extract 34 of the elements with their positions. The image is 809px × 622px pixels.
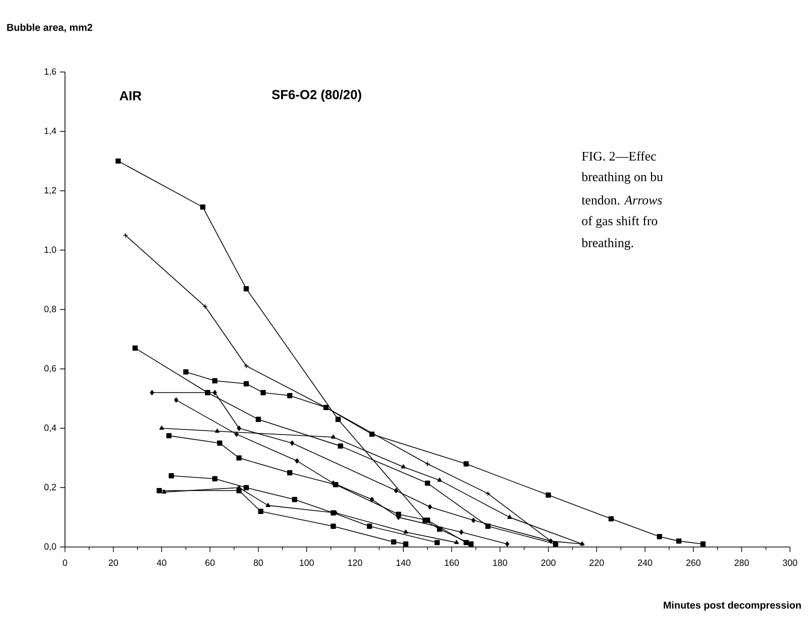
x-tick-label: 160 <box>444 560 459 566</box>
x-tick-label: 260 <box>686 560 700 566</box>
x-tick-label: 280 <box>734 560 749 566</box>
y-tick-label: 1,0 <box>44 246 56 254</box>
x-tick-label: 240 <box>638 560 652 566</box>
y-tick-label: 0,8 <box>44 306 56 314</box>
y-tick-label: 0,2 <box>44 484 56 492</box>
y-tick-label: 1,4 <box>44 128 56 136</box>
y-tick-label: 1,6 <box>44 68 56 76</box>
annotation: breathing. <box>582 238 634 250</box>
x-tick-label: 40 <box>156 560 166 566</box>
y-tick-label: 0,6 <box>44 365 56 373</box>
x-tick-label: 80 <box>254 560 263 566</box>
annotation: breathing on bu <box>582 172 663 184</box>
x-tick-label: 100 <box>300 560 314 566</box>
y-tick-label: 1,2 <box>44 187 56 194</box>
x-tick-label: 0 <box>62 560 68 566</box>
x-tick-label: 180 <box>493 560 508 566</box>
annotation: tendon. Arrows <box>582 195 662 205</box>
annotation: FIG. 2—Effec <box>582 151 656 161</box>
x-tick-label: 200 <box>541 560 556 566</box>
x-tick-label: 300 <box>782 560 798 566</box>
y-tick-label: 0,4 <box>44 424 56 432</box>
x-tick-label: 20 <box>108 560 118 566</box>
y-axis-title: Bubble area, mm2 <box>7 24 92 32</box>
y-tick-label: 0,0 <box>44 543 56 551</box>
x-tick-label: 140 <box>396 560 410 566</box>
x-tick-label: 120 <box>348 560 362 566</box>
annotation: of gas shift fro <box>582 216 658 228</box>
x-tick-label: 220 <box>590 560 604 566</box>
annotation: SF6-O2 (80/20) <box>272 90 362 102</box>
annotation: AIR <box>120 91 142 100</box>
x-axis-title: Minutes post decompression <box>664 601 801 611</box>
x-tick-label: 60 <box>205 560 215 566</box>
